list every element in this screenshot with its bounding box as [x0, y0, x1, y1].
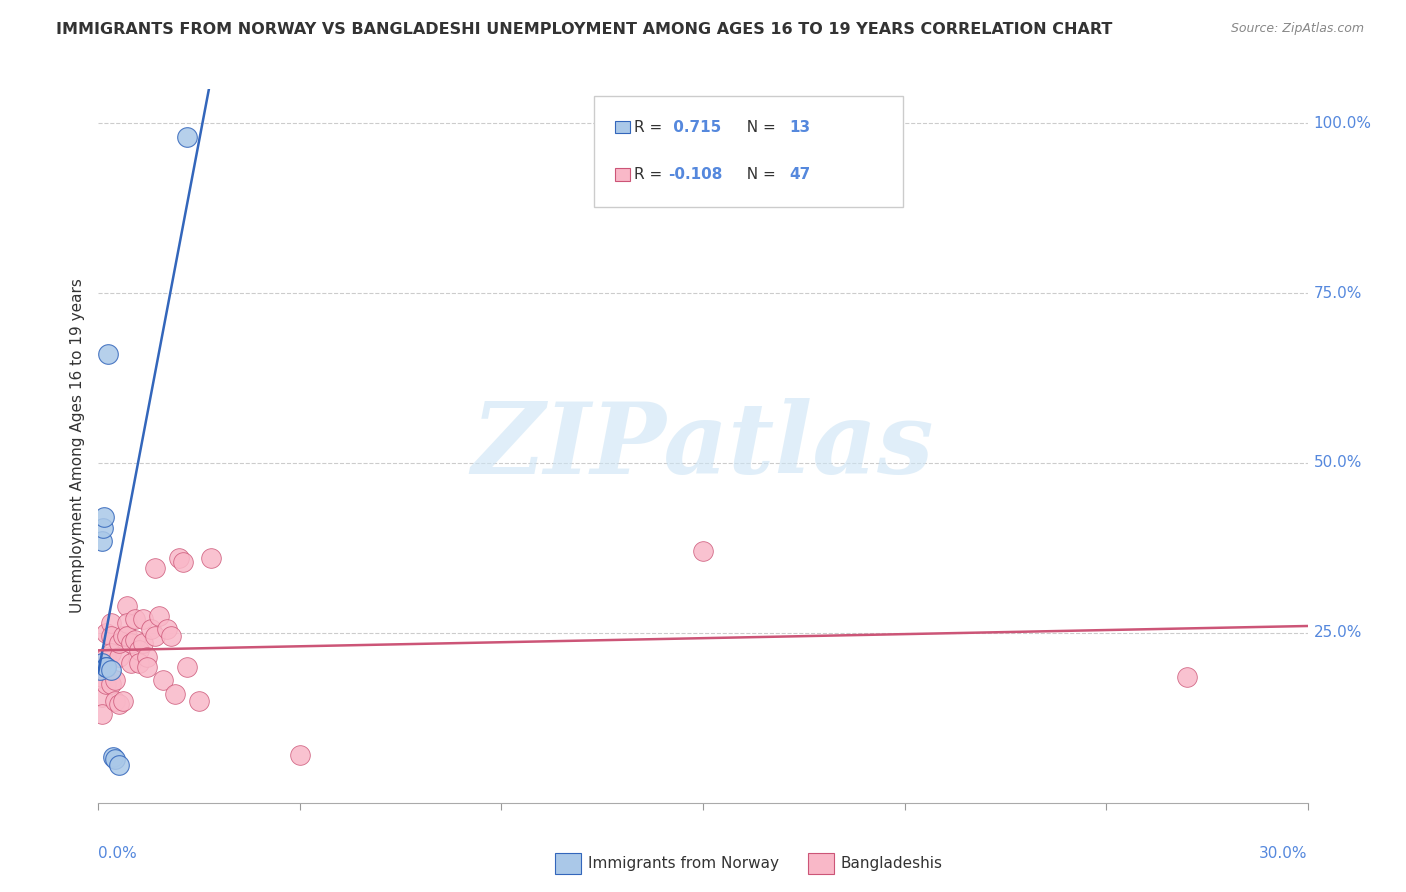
Text: 50.0%: 50.0%	[1313, 456, 1362, 470]
Point	[120, 636, 142, 650]
Point	[160, 629, 183, 643]
Point	[94, 660, 117, 674]
Text: 47: 47	[789, 168, 810, 182]
Point	[111, 629, 134, 643]
Point	[115, 599, 138, 613]
Text: ZIPatlas: ZIPatlas	[472, 398, 934, 494]
Point	[288, 748, 311, 763]
Point	[100, 615, 122, 630]
Point	[111, 694, 134, 708]
Point	[93, 510, 115, 524]
Point	[101, 749, 124, 764]
Point	[143, 561, 166, 575]
Point	[120, 657, 142, 671]
Text: Source: ZipAtlas.com: Source: ZipAtlas.com	[1230, 22, 1364, 36]
Point	[132, 636, 155, 650]
Point	[107, 758, 129, 772]
Text: R =: R =	[634, 168, 668, 182]
Point	[91, 534, 114, 549]
Text: 100.0%: 100.0%	[1313, 116, 1372, 131]
Y-axis label: Unemployment Among Ages 16 to 19 years: Unemployment Among Ages 16 to 19 years	[69, 278, 84, 614]
Point	[90, 657, 112, 671]
Point	[152, 673, 174, 688]
Text: 0.0%: 0.0%	[98, 846, 138, 861]
Point	[103, 751, 125, 765]
Point	[139, 623, 162, 637]
Point	[176, 129, 198, 144]
Point	[115, 615, 138, 630]
Point	[91, 690, 114, 705]
Point	[103, 694, 125, 708]
Point	[91, 657, 114, 671]
Point	[96, 626, 118, 640]
Point	[96, 677, 118, 691]
Point	[143, 629, 166, 643]
Point	[100, 677, 122, 691]
Point	[97, 347, 120, 361]
Point	[135, 660, 157, 674]
FancyBboxPatch shape	[614, 120, 630, 134]
Point	[128, 643, 150, 657]
Text: 25.0%: 25.0%	[1313, 625, 1362, 640]
Point	[148, 608, 170, 623]
Point	[115, 629, 138, 643]
Point	[135, 649, 157, 664]
Point	[96, 660, 118, 674]
Point	[100, 629, 122, 643]
Text: N =: N =	[737, 168, 780, 182]
Point	[128, 657, 150, 671]
FancyBboxPatch shape	[614, 169, 630, 181]
Text: Bangladeshis: Bangladeshis	[841, 856, 943, 871]
Point	[124, 632, 146, 647]
Point	[100, 663, 122, 677]
Text: 75.0%: 75.0%	[1313, 285, 1362, 301]
Point	[89, 663, 111, 677]
Text: -0.108: -0.108	[668, 168, 723, 182]
Text: R =: R =	[634, 120, 668, 135]
Point	[107, 636, 129, 650]
Text: 0.715: 0.715	[668, 120, 721, 135]
Text: IMMIGRANTS FROM NORWAY VS BANGLADESHI UNEMPLOYMENT AMONG AGES 16 TO 19 YEARS COR: IMMIGRANTS FROM NORWAY VS BANGLADESHI UN…	[56, 22, 1112, 37]
Point	[1175, 670, 1198, 684]
Point	[96, 649, 118, 664]
Point	[156, 623, 179, 637]
Text: 30.0%: 30.0%	[1260, 846, 1308, 861]
Point	[91, 520, 114, 534]
Text: Immigrants from Norway: Immigrants from Norway	[588, 856, 779, 871]
Point	[107, 698, 129, 712]
Point	[167, 551, 190, 566]
FancyBboxPatch shape	[595, 96, 903, 207]
Point	[91, 670, 114, 684]
Text: N =: N =	[737, 120, 780, 135]
Point	[103, 673, 125, 688]
Point	[200, 551, 222, 566]
Point	[91, 707, 114, 722]
Point	[124, 612, 146, 626]
Point	[172, 555, 194, 569]
Point	[107, 649, 129, 664]
Point	[163, 687, 186, 701]
Text: 13: 13	[789, 120, 810, 135]
Point	[132, 612, 155, 626]
Point	[100, 646, 122, 660]
Point	[188, 694, 211, 708]
Point	[692, 544, 714, 558]
Point	[176, 660, 198, 674]
